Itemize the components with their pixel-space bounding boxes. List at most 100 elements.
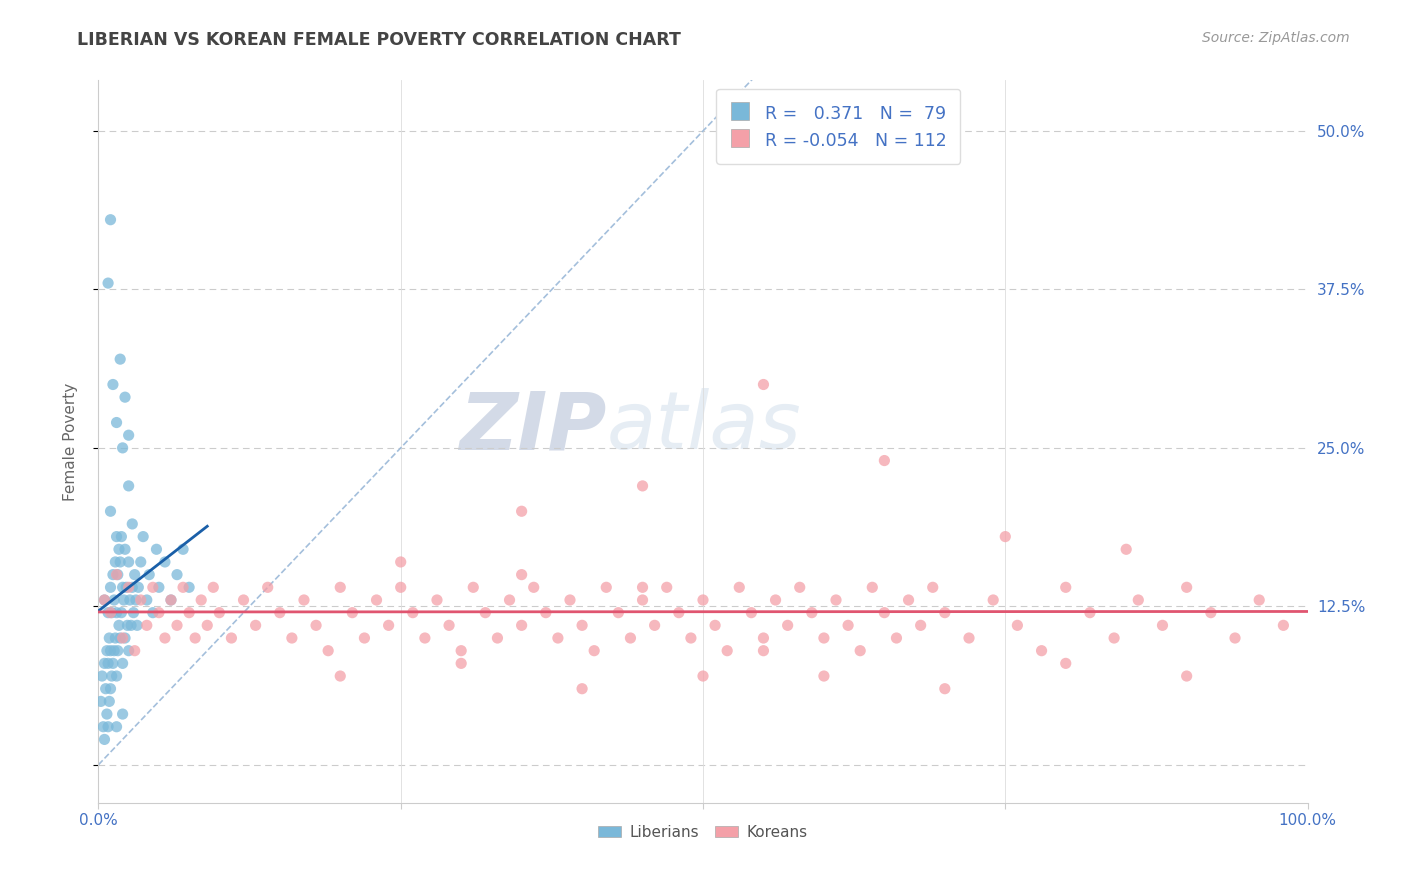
Point — [1102, 631, 1125, 645]
Point — [114, 631, 136, 645]
Point — [800, 606, 823, 620]
Point — [413, 631, 436, 645]
Point — [644, 618, 666, 632]
Point — [103, 643, 125, 657]
Point — [789, 580, 811, 594]
Point — [316, 643, 339, 657]
Point — [342, 606, 364, 620]
Point — [740, 606, 762, 620]
Point — [91, 720, 114, 734]
Point — [534, 606, 557, 620]
Point — [668, 606, 690, 620]
Point — [269, 606, 291, 620]
Point — [1078, 606, 1101, 620]
Point — [934, 606, 956, 620]
Point — [145, 542, 167, 557]
Point — [124, 567, 146, 582]
Point — [886, 631, 908, 645]
Point — [111, 441, 134, 455]
Point — [631, 593, 654, 607]
Point — [752, 631, 775, 645]
Point — [450, 643, 472, 657]
Point — [118, 580, 141, 594]
Point — [127, 618, 149, 632]
Point — [752, 643, 775, 657]
Point — [353, 631, 375, 645]
Point — [486, 631, 509, 645]
Point — [121, 516, 143, 531]
Point — [329, 669, 352, 683]
Point — [129, 593, 152, 607]
Point — [105, 530, 128, 544]
Point — [93, 657, 115, 671]
Point — [101, 377, 124, 392]
Point — [138, 567, 160, 582]
Point — [121, 580, 143, 594]
Point — [437, 618, 460, 632]
Point — [679, 631, 702, 645]
Point — [118, 555, 141, 569]
Point — [1007, 618, 1029, 632]
Point — [765, 593, 787, 607]
Point — [619, 631, 641, 645]
Point — [366, 593, 388, 607]
Point — [377, 618, 399, 632]
Point — [510, 618, 533, 632]
Point — [110, 530, 132, 544]
Point — [510, 567, 533, 582]
Point — [631, 580, 654, 594]
Point — [202, 580, 225, 594]
Point — [96, 707, 118, 722]
Point — [860, 580, 883, 594]
Point — [111, 631, 134, 645]
Point — [172, 542, 194, 557]
Point — [132, 530, 155, 544]
Point — [1115, 542, 1137, 557]
Point — [142, 580, 165, 594]
Point — [184, 631, 207, 645]
Point — [105, 567, 128, 582]
Text: atlas: atlas — [606, 388, 801, 467]
Point — [957, 631, 980, 645]
Point — [179, 606, 201, 620]
Point — [160, 593, 183, 607]
Point — [498, 593, 520, 607]
Point — [93, 732, 115, 747]
Point — [208, 606, 231, 620]
Point — [135, 618, 157, 632]
Point — [281, 631, 304, 645]
Point — [100, 212, 122, 227]
Point — [153, 555, 176, 569]
Point — [100, 580, 122, 594]
Point — [129, 555, 152, 569]
Point — [1054, 580, 1077, 594]
Point — [111, 580, 134, 594]
Point — [631, 479, 654, 493]
Point — [93, 593, 115, 607]
Point — [921, 580, 943, 594]
Point — [195, 618, 218, 632]
Point — [105, 669, 128, 683]
Point — [595, 580, 617, 594]
Point — [122, 606, 145, 620]
Point — [172, 580, 194, 594]
Point — [463, 580, 485, 594]
Point — [107, 643, 129, 657]
Point — [873, 453, 896, 467]
Point — [402, 606, 425, 620]
Point — [1031, 643, 1053, 657]
Point — [1175, 580, 1198, 594]
Y-axis label: Female Poverty: Female Poverty — [63, 383, 77, 500]
Point — [115, 580, 138, 594]
Point — [120, 618, 142, 632]
Point — [179, 580, 201, 594]
Point — [607, 606, 630, 620]
Point — [813, 669, 835, 683]
Point — [256, 580, 278, 594]
Point — [118, 479, 141, 493]
Text: ZIP: ZIP — [458, 388, 606, 467]
Point — [97, 276, 120, 290]
Point — [1152, 618, 1174, 632]
Point — [96, 643, 118, 657]
Point — [692, 669, 714, 683]
